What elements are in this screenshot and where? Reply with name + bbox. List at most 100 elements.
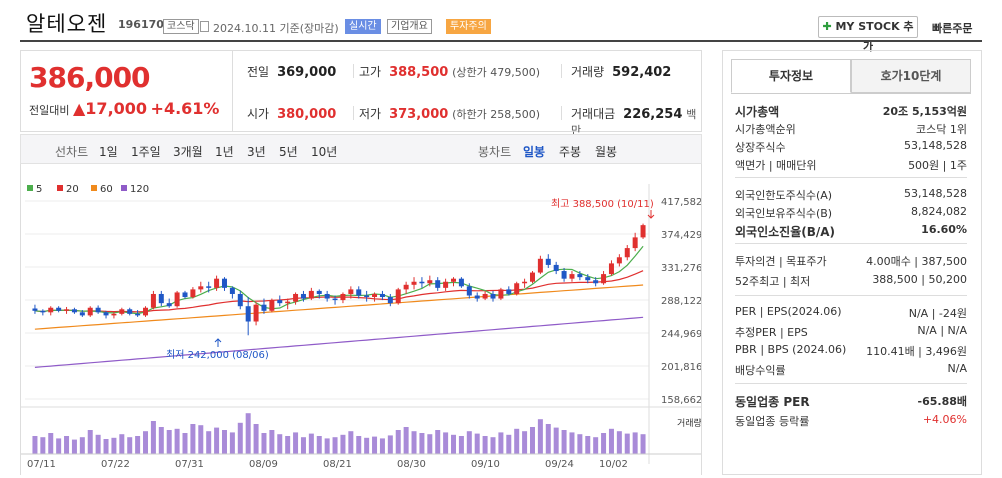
volume-bar	[221, 430, 227, 454]
section-divider	[735, 295, 967, 296]
info-label[interactable]: 투자의견 | 목표주가	[735, 255, 827, 268]
info-label[interactable]: 동일업종 등락률	[735, 415, 810, 428]
price-change: 전일대비 ▲17,000 +4.61%	[29, 99, 220, 118]
volume-bar	[616, 431, 622, 454]
trade-amount: 거래대금 226,254 백만	[571, 107, 697, 137]
candle-body	[490, 293, 496, 299]
candle-body	[395, 289, 401, 304]
candle-body	[40, 310, 46, 313]
candle-body	[474, 295, 480, 299]
info-value: 110.41배 | 3,496원	[866, 345, 967, 358]
info-label[interactable]: 시가총액	[735, 105, 780, 119]
section-divider	[735, 243, 967, 244]
company-overview-dropdown[interactable]: 기업개요	[387, 19, 432, 34]
period-3y[interactable]: 3년	[247, 145, 266, 159]
candle-body	[522, 281, 528, 284]
volume-bar	[127, 437, 133, 454]
volume-bar	[332, 437, 338, 454]
moving-average-line	[34, 284, 644, 330]
period-1w[interactable]: 1주일	[131, 145, 161, 159]
period-10y[interactable]: 10년	[311, 145, 338, 159]
period-5y[interactable]: 5년	[279, 145, 298, 159]
candle-body	[593, 280, 599, 284]
period-3m[interactable]: 3개월	[173, 145, 203, 159]
quick-order-button[interactable]: 빠른주문	[932, 22, 973, 35]
candle-weekly[interactable]: 주봉	[559, 145, 582, 159]
volume-bar	[277, 434, 283, 454]
candle-body	[269, 300, 275, 311]
info-label[interactable]: 상장주식수	[735, 141, 786, 154]
realtime-badge[interactable]: 실시간	[345, 19, 381, 34]
info-value: N/A | -24원	[908, 307, 967, 320]
volume-bar	[387, 435, 393, 454]
volume-bar	[474, 433, 480, 454]
stock-chart: 5 20 60 120 417,582 374,429 331,276 288,122 244,…	[20, 164, 702, 475]
volume-bar	[95, 434, 101, 454]
prev-close: 전일 369,000	[247, 65, 337, 80]
candle-body	[561, 271, 567, 279]
y-tick-label: 374,429	[661, 230, 701, 241]
candle-body	[150, 293, 156, 308]
volume-bar	[435, 430, 441, 454]
volume-bar	[316, 436, 322, 454]
info-label[interactable]: 추정PER | EPS	[735, 326, 808, 339]
info-label[interactable]: PER | EPS(2024.06)	[735, 305, 842, 318]
volume-bar	[443, 432, 449, 454]
period-1d[interactable]: 1일	[99, 145, 118, 159]
volume-bar	[158, 427, 164, 454]
volume-bar	[458, 436, 464, 454]
info-row: 투자의견 | 목표주가 4.00매수 | 387,500	[735, 253, 967, 271]
info-label[interactable]: 외국인보유주식수(B)	[735, 207, 833, 220]
volume-bar	[490, 437, 496, 454]
volume-bar	[379, 438, 385, 454]
candle-body	[182, 292, 188, 298]
tab-investment-info[interactable]: 투자정보	[731, 59, 851, 93]
legend-swatch	[57, 185, 63, 191]
x-tick-label: 07/22	[101, 459, 130, 470]
info-label[interactable]: 52주최고 | 최저	[735, 275, 811, 288]
info-label[interactable]: 배당수익률	[735, 364, 786, 377]
candle-body	[498, 289, 504, 299]
candle-body	[324, 293, 330, 299]
info-label[interactable]: 시가총액순위	[735, 123, 796, 136]
volume-bar	[356, 436, 362, 454]
info-label[interactable]: 동일업종 PER	[735, 395, 810, 409]
market-badge: 코스닥	[163, 19, 199, 34]
candle-body	[356, 289, 362, 296]
volume-bar	[237, 422, 243, 454]
period-1y[interactable]: 1년	[215, 145, 234, 159]
candle-body	[632, 237, 638, 249]
info-label[interactable]: 외국인한도주식수(A)	[735, 189, 833, 202]
info-value: 4.00매수 | 387,500	[866, 255, 967, 268]
my-stock-add-button[interactable]: ✚ MY STOCK 추가	[818, 16, 918, 53]
info-row: 배당수익률 N/A	[735, 362, 967, 380]
volume-label: 거래량	[677, 417, 701, 429]
candle-body	[221, 278, 227, 288]
candle-body	[285, 301, 291, 304]
candle-body	[577, 274, 583, 278]
candle-body	[443, 281, 449, 288]
candle-body	[166, 303, 172, 307]
candle-body	[206, 286, 212, 288]
info-label[interactable]: 외국인소진율(B/A)	[735, 225, 836, 239]
current-price: 386,000	[29, 61, 151, 94]
volume-bar	[269, 430, 275, 454]
tab-order-book[interactable]: 호가10단계	[851, 59, 971, 93]
info-value: N/A	[947, 362, 967, 375]
candle-body	[608, 263, 614, 275]
y-tick-label: 331,276	[661, 263, 701, 274]
volume-bar	[640, 434, 646, 454]
candle-daily[interactable]: 일봉	[523, 145, 546, 159]
info-label[interactable]: 액면가 | 매매단위	[735, 159, 817, 172]
info-value: +4.06%	[922, 413, 967, 426]
high-annotation: 최고 388,500 (10/11)	[551, 198, 654, 210]
info-label[interactable]: PBR | BPS (2024.06)	[735, 343, 847, 356]
candle-body	[545, 258, 551, 265]
candle-body	[293, 293, 299, 302]
candle-body	[387, 297, 393, 304]
chart-svg: 5 20 60 120 417,582 374,429 331,276 288,122 244,…	[21, 184, 702, 470]
info-row: PER | EPS(2024.06) N/A | -24원	[735, 305, 967, 323]
volume-bar	[537, 419, 543, 454]
candle-monthly[interactable]: 월봉	[595, 145, 618, 159]
x-tick-label: 08/30	[397, 459, 426, 470]
